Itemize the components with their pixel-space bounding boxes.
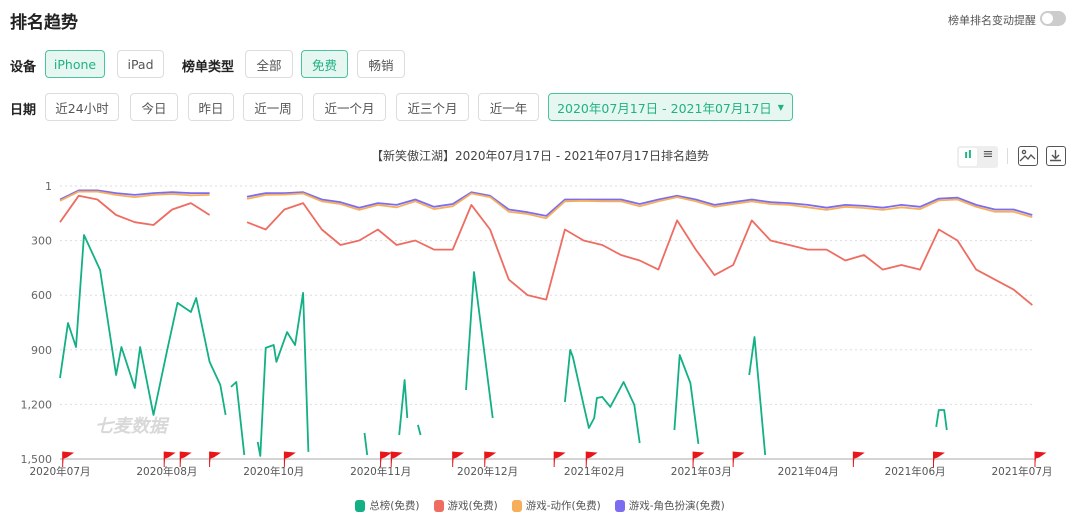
series-line-overall-free: [230, 381, 246, 456]
series-line-3: [246, 191, 1033, 217]
series-line-overall-free: [935, 409, 948, 431]
series-line-overall-free: [256, 292, 310, 457]
image-icon[interactable]: [1018, 146, 1038, 166]
series-line-overall-free: [673, 354, 700, 445]
date-24h-button[interactable]: 近24小时: [45, 93, 119, 121]
event-flag-icon: [1034, 451, 1047, 467]
series-line-1: [59, 194, 211, 226]
y-tick-label: 1,500: [21, 453, 53, 466]
series-line-1: [246, 202, 1033, 306]
date-range-picker[interactable]: 2020年07月17日 - 2021年07月17日 ▼: [548, 93, 793, 121]
bar-chart-icon[interactable]: ıl: [959, 148, 977, 166]
x-tick-label: 2021年06月: [885, 465, 946, 478]
x-tick-label: 2020年08月: [136, 465, 197, 478]
event-flag-icon: [380, 451, 392, 467]
event-flag-icon: [553, 451, 566, 467]
series-line-2: [246, 192, 1033, 220]
date-month-button[interactable]: 近一个月: [313, 93, 386, 121]
chart-type-all-button[interactable]: 全部: [245, 50, 293, 78]
date-year-button[interactable]: 近一年: [478, 93, 539, 121]
page-title: 排名趋势: [10, 13, 78, 33]
rank-change-notify-label: 榜单排名变动提醒: [948, 14, 1036, 27]
series-line-overall-free: [748, 336, 767, 456]
x-tick-label: 2021年02月: [564, 465, 625, 478]
x-tick-label: 2020年12月: [457, 465, 518, 478]
event-flag-icon: [452, 451, 465, 467]
event-flag-icon: [209, 451, 222, 467]
y-tick-label: 600: [31, 289, 52, 302]
chart-type-grossing-button[interactable]: 畅销: [357, 50, 405, 78]
series-line-overall-free: [465, 271, 494, 419]
legend-item[interactable]: 游戏-动作(免费): [511, 498, 601, 513]
device-ipad-button[interactable]: iPad: [117, 50, 164, 78]
list-icon[interactable]: ≡: [982, 147, 994, 162]
device-iphone-button[interactable]: iPhone: [45, 50, 105, 78]
event-flag-icon: [692, 451, 705, 467]
series-line-overall-free: [417, 424, 422, 436]
x-tick-label: 2020年07月: [29, 465, 90, 478]
rank-change-notify-toggle[interactable]: [1040, 11, 1066, 26]
x-tick-label: 2020年11月: [350, 465, 411, 478]
date-week-button[interactable]: 近一周: [243, 93, 303, 121]
legend-label: 游戏(免费): [447, 500, 498, 512]
y-tick-label: 1,200: [21, 398, 53, 411]
legend-item[interactable]: 游戏-角色扮演(免费): [614, 498, 725, 513]
event-flag-icon: [283, 451, 296, 467]
date-today-button[interactable]: 今日: [130, 93, 178, 121]
legend-swatch: [433, 499, 444, 512]
x-tick-label: 2021年03月: [671, 465, 732, 478]
event-flag-icon: [852, 451, 865, 467]
series-line-3: [59, 189, 210, 201]
date-yesterday-button[interactable]: 昨日: [188, 93, 234, 121]
event-flag-icon: [62, 451, 75, 467]
chart-legend: 总榜(免费) 游戏(免费) 游戏-动作(免费) 游戏-角色扮演(免费): [0, 498, 1080, 513]
series-line-overall-free: [564, 349, 641, 444]
date-label: 日期: [10, 103, 37, 118]
date-3months-button[interactable]: 近三个月: [396, 93, 469, 121]
caret-down-icon: ▼: [777, 102, 784, 112]
legend-label: 总榜(免费): [369, 500, 420, 512]
device-label: 设备: [10, 60, 37, 75]
date-range-value: 2020年07月17日 - 2021年07月17日: [557, 100, 772, 116]
event-flag-icon: [732, 451, 745, 467]
x-tick-label: 2021年04月: [778, 465, 839, 478]
legend-swatch: [614, 499, 625, 512]
legend-label: 游戏-角色扮演(免费): [628, 500, 725, 512]
legend-item[interactable]: 游戏(免费): [433, 498, 498, 513]
toolbar-divider: [1007, 148, 1008, 164]
x-tick-label: 2021年07月: [991, 465, 1052, 478]
series-line-overall-free: [59, 234, 227, 416]
event-flag-icon: [163, 451, 176, 467]
legend-label: 游戏-动作(免费): [525, 500, 601, 512]
event-flag-icon: [585, 451, 598, 467]
chart-type-label: 榜单类型: [182, 60, 235, 75]
series-line-2: [59, 190, 210, 202]
event-flag-icon: [390, 451, 403, 467]
legend-item[interactable]: 总榜(免费): [355, 498, 420, 513]
watermark: 七麦数据: [95, 416, 167, 437]
download-icon[interactable]: [1046, 146, 1066, 166]
x-tick-label: 2020年10月: [243, 465, 304, 478]
legend-swatch: [355, 499, 366, 512]
event-flag-icon: [179, 451, 192, 467]
event-flag-icon: [932, 451, 945, 467]
series-line-overall-free: [363, 432, 369, 456]
legend-swatch: [511, 499, 522, 512]
y-tick-label: 300: [31, 235, 52, 248]
y-tick-label: 1: [45, 180, 52, 193]
series-line-overall-free: [398, 379, 409, 436]
y-tick-label: 900: [31, 344, 52, 357]
chart-type-free-button[interactable]: 免费: [301, 50, 348, 78]
event-flag-icon: [484, 451, 497, 467]
chart-title: 【新笑傲江湖】2020年07月17日 - 2021年07月17日排名趋势: [370, 149, 710, 163]
